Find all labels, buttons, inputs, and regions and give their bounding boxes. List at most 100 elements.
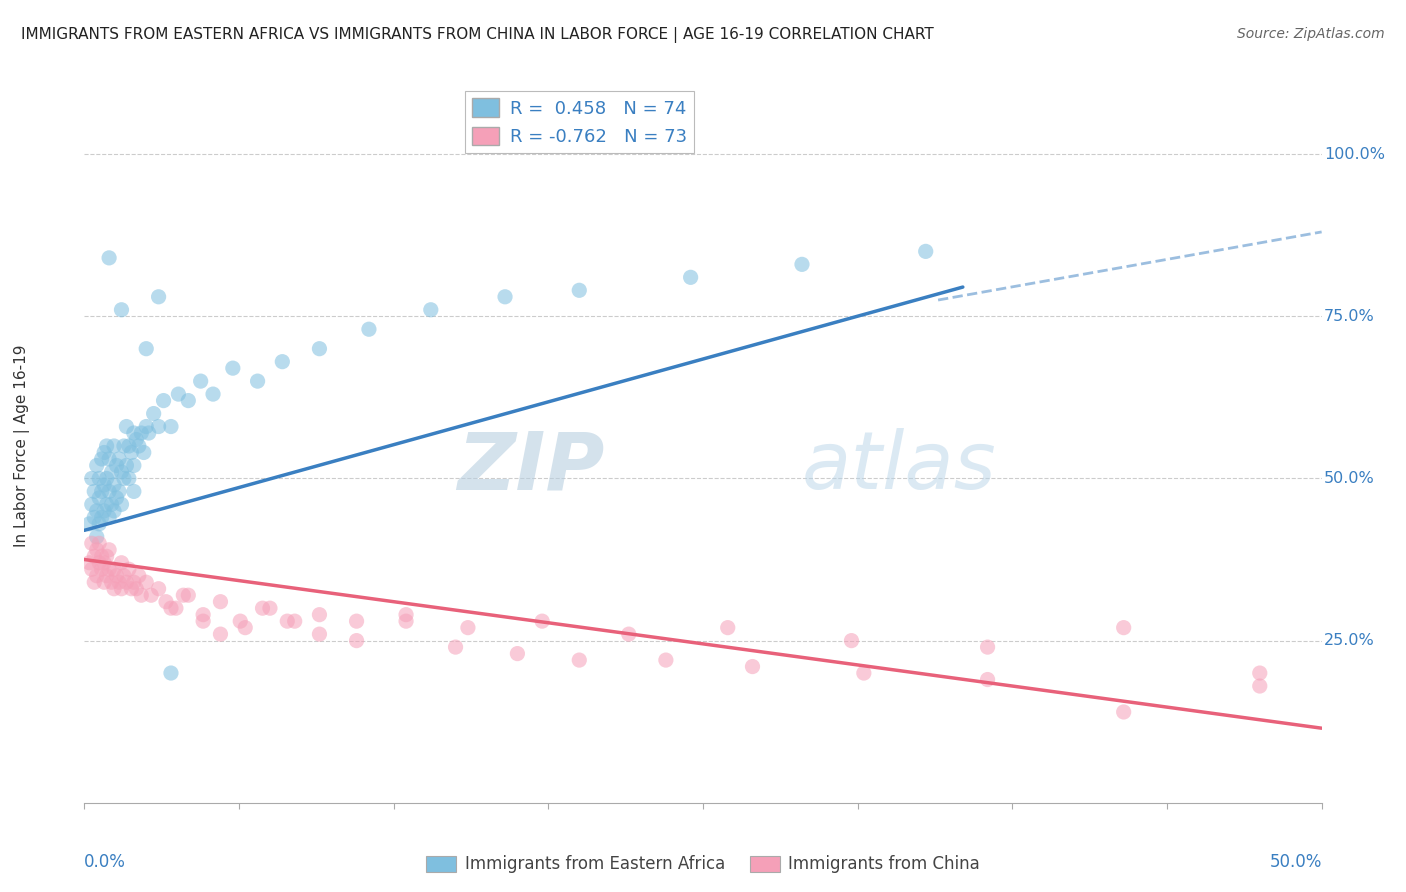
Point (112, 568, 135, 582)
Point (976, 673, 998, 687)
Point (419, 302, 441, 317)
Point (105, 458, 128, 473)
Point (103, 504, 125, 518)
Point (128, 439, 150, 453)
Point (1112, 705, 1135, 719)
Text: Source: ZipAtlas.com: Source: ZipAtlas.com (1237, 27, 1385, 41)
Point (93, 504, 115, 518)
Point (155, 595, 177, 609)
Legend: R =  0.458   N = 74, R = -0.762   N = 73: R = 0.458 N = 74, R = -0.762 N = 73 (464, 91, 695, 153)
Point (86, 530, 108, 544)
Point (395, 607, 418, 622)
Point (120, 445, 142, 459)
Point (177, 393, 200, 408)
Point (105, 568, 128, 582)
Point (1249, 666, 1271, 681)
Point (160, 419, 183, 434)
Text: 50.0%: 50.0% (1324, 471, 1375, 486)
Point (276, 614, 298, 628)
Point (222, 361, 245, 376)
Point (233, 621, 256, 635)
Point (103, 582, 125, 596)
Text: atlas: atlas (801, 428, 997, 507)
Point (118, 439, 141, 453)
Point (172, 588, 194, 602)
Point (112, 471, 135, 485)
Point (96, 497, 118, 511)
Point (271, 354, 294, 368)
Point (120, 582, 142, 596)
Point (125, 433, 148, 447)
Point (89, 491, 111, 505)
Point (90, 484, 112, 499)
Point (93, 478, 115, 492)
Point (79, 516, 101, 531)
Point (852, 666, 875, 681)
Point (118, 562, 141, 576)
Point (83, 510, 105, 524)
Text: IMMIGRANTS FROM EASTERN AFRICA VS IMMIGRANTS FROM CHINA IN LABOR FORCE | AGE 16-: IMMIGRANTS FROM EASTERN AFRICA VS IMMIGR… (21, 27, 934, 43)
Point (100, 575, 122, 590)
Point (96, 549, 118, 564)
Point (110, 465, 132, 479)
Point (86, 568, 108, 582)
Point (167, 387, 190, 401)
Text: 75.0%: 75.0% (1324, 309, 1375, 324)
Point (90, 562, 112, 576)
Point (98, 542, 121, 557)
Text: 50.0%: 50.0% (1270, 853, 1322, 871)
Point (115, 458, 138, 473)
Point (141, 588, 163, 602)
Point (357, 322, 380, 336)
Point (191, 614, 214, 628)
Point (655, 653, 678, 667)
Point (741, 659, 763, 673)
Point (444, 640, 467, 654)
Point (80, 536, 103, 550)
Point (679, 270, 702, 285)
Point (1249, 679, 1271, 693)
Point (165, 601, 187, 615)
Point (103, 562, 125, 576)
Point (96, 439, 118, 453)
Point (246, 374, 269, 388)
Point (308, 607, 330, 622)
Point (142, 407, 165, 421)
Point (494, 290, 516, 304)
Text: ZIP: ZIP (457, 428, 605, 507)
Point (90, 510, 112, 524)
Point (115, 575, 138, 590)
Point (202, 387, 225, 401)
Point (531, 614, 554, 628)
Point (93, 445, 115, 459)
Point (93, 556, 115, 570)
Point (98, 484, 121, 499)
Point (790, 257, 813, 271)
Text: 100.0%: 100.0% (1324, 146, 1385, 161)
Point (108, 484, 131, 499)
Point (112, 439, 135, 453)
Point (83, 484, 105, 499)
Text: In Labor Force | Age 16-19: In Labor Force | Age 16-19 (14, 344, 31, 548)
Point (128, 568, 150, 582)
Point (308, 627, 330, 641)
Point (568, 653, 591, 667)
Point (568, 283, 591, 297)
Point (976, 640, 998, 654)
Point (105, 491, 128, 505)
Point (96, 471, 118, 485)
Text: 0.0%: 0.0% (84, 853, 127, 871)
Point (122, 458, 145, 473)
Point (346, 633, 368, 648)
Point (132, 445, 155, 459)
Point (86, 458, 108, 473)
Point (308, 342, 330, 356)
Point (110, 582, 132, 596)
Point (135, 419, 157, 434)
Point (506, 647, 529, 661)
Point (914, 244, 936, 259)
Point (98, 251, 121, 265)
Point (110, 497, 132, 511)
Point (122, 575, 145, 590)
Point (89, 516, 111, 531)
